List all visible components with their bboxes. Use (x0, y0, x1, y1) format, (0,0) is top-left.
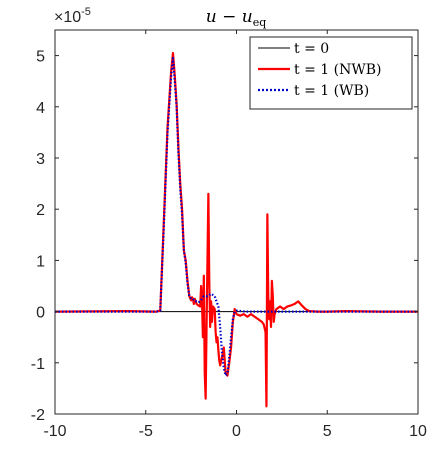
y-tick-label: -2 (31, 407, 45, 424)
y-tick-label: 3 (36, 151, 45, 168)
y-tick-label: 4 (36, 100, 45, 117)
series-layer (55, 51, 418, 408)
legend-label-2: t = 1 (WB) (294, 83, 369, 99)
y-tick-label: 0 (36, 305, 45, 322)
y-axis-exponent: ×10-5 (54, 6, 91, 26)
y-tick-label: 1 (36, 253, 45, 270)
legend-box (249, 36, 413, 110)
y-tick-label: 5 (36, 49, 45, 66)
chart-title: u − ueq (206, 7, 267, 29)
x-tick-label: 5 (323, 423, 332, 440)
ticks-layer (54, 30, 419, 415)
x-tick-label: -5 (139, 423, 153, 440)
x-tick-label: -10 (43, 423, 66, 440)
x-tick-label: 10 (409, 423, 427, 440)
legend-label-0: t = 0 (294, 41, 329, 57)
x-tick-label: 0 (232, 423, 241, 440)
series-line-2 (55, 57, 418, 377)
y-tick-label: 2 (36, 202, 45, 219)
y-tick-label: -1 (31, 356, 45, 373)
legend: t = 0 t = 1 (NWB) t = 1 (WB) (249, 36, 413, 110)
legend-label-1: t = 1 (NWB) (294, 62, 381, 78)
